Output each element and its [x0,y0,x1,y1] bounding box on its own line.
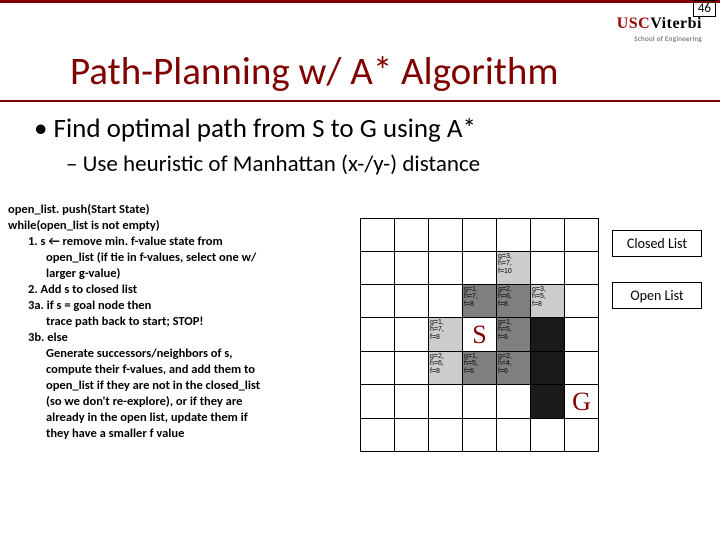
pseudocode-block: open_list. push(Start State)while(open_l… [8,202,348,442]
grid-cell [531,385,565,419]
bullet-sub: – Use heuristic of Manhattan (x-/y-) dis… [66,150,480,178]
grid-cell [463,385,497,419]
pseudocode-line: trace path back to start; STOP! [8,314,348,330]
pseudocode-line: Generate successors/neighbors of s, [8,346,348,362]
grid-cell: g=3, h=5, f=8 [531,285,565,318]
grid-cell [565,352,599,385]
legend-closed: Closed List [612,230,702,257]
pseudocode-line: 3b. else [8,330,348,346]
cell-values: g=1, h=7, f=8 [429,318,462,342]
logo-usc: USC [617,15,651,32]
grid-cell [463,252,497,285]
grid-cell [497,385,531,419]
grid-cell: G [565,385,599,419]
grid-cell [395,385,429,419]
grid-cell [395,285,429,318]
grid-cell [361,219,395,252]
grid-cell: S [463,318,497,352]
grid-cell [531,219,565,252]
grid-cell [361,252,395,285]
cell-values: g=2, h=6, f=8 [497,285,530,309]
grid-cell [395,252,429,285]
title-rule [0,100,720,102]
pseudocode-line: 1. s ← remove min. f-value state from [8,234,348,250]
cell-values: g=1, h=5, f=6 [497,318,530,342]
grid-cell [361,318,395,352]
pseudocode-line: open_list. push(Start State) [8,202,348,218]
top-rule [0,0,720,18]
grid-cell [395,419,429,452]
pseudocode-line: already in the open list, update them if [8,410,348,426]
grid-cell [429,419,463,452]
grid-cell [429,252,463,285]
grid-cell [463,219,497,252]
pseudocode-line: they have a smaller f value [8,426,348,442]
grid-cell [565,318,599,352]
grid-cell [463,419,497,452]
start-cell-label: S [463,318,496,351]
pseudocode-line: (so we don't re-explore), or if they are [8,394,348,410]
grid-cell [565,419,599,452]
goal-cell-label: G [565,385,598,418]
grid-cell [429,385,463,419]
slide-title: Path-Planning w/ A* Algorithm [70,48,559,95]
grid-cell [429,219,463,252]
grid-cell [395,352,429,385]
grid-cell [565,285,599,318]
grid-cell [361,385,395,419]
grid-cell [531,318,565,352]
grid-cell [531,352,565,385]
grid-cell: g=3, h=7, f=10 [497,252,531,285]
logo-viterbi: Viterbi [650,15,702,32]
grid-cell [361,285,395,318]
cell-values: g=1, h=5, f=6 [463,352,496,376]
grid-cell [497,219,531,252]
cell-values: g=3, h=7, f=10 [497,252,530,276]
grid-cell: g=2, h=6, f=8 [429,352,463,385]
astar-grid: g=3, h=7, f=10g=1, h=7, f=8g=2, h=6, f=8… [360,218,599,452]
grid-cell: g=1, h=5, f=6 [497,318,531,352]
grid-cell [531,419,565,452]
grid-cell: g=1, h=7, f=8 [429,318,463,352]
grid-cell [361,352,395,385]
pseudocode-line: open_list if they are not in the closed_… [8,378,348,394]
pseudocode-line: open_list (if tie in f-values, select on… [8,250,348,266]
grid-cell [429,285,463,318]
legend-open: Open List [612,282,702,309]
grid-cell: g=2, h=6, f=8 [497,285,531,318]
pseudocode-line: 2. Add s to closed list [8,282,348,298]
cell-values: g=2, h=6, f=8 [429,352,462,376]
grid-cell: g=1, h=7, f=8 [463,285,497,318]
logo-subtitle: School of Engineering [634,34,702,43]
cell-values: g=2, h=4, f=6 [497,352,530,376]
cell-values: g=1, h=7, f=8 [463,285,496,309]
logo: USCViterbi [617,14,702,33]
grid-cell: g=1, h=5, f=6 [463,352,497,385]
grid-cell [565,219,599,252]
cell-values: g=3, h=5, f=8 [531,285,564,309]
pseudocode-line: larger g-value) [8,266,348,282]
pseudocode-line: 3a. if s = goal node then [8,298,348,314]
grid-cell [395,318,429,352]
grid-cell [531,252,565,285]
pseudocode-line: compute their f-values, and add them to [8,362,348,378]
grid-cell [497,419,531,452]
grid-cell [361,419,395,452]
grid-cell: g=2, h=4, f=6 [497,352,531,385]
grid-cell [565,252,599,285]
pseudocode-line: while(open_list is not empty) [8,218,348,234]
grid-cell [395,219,429,252]
bullet-main: • Find optimal path from S to G using A* [34,112,476,145]
